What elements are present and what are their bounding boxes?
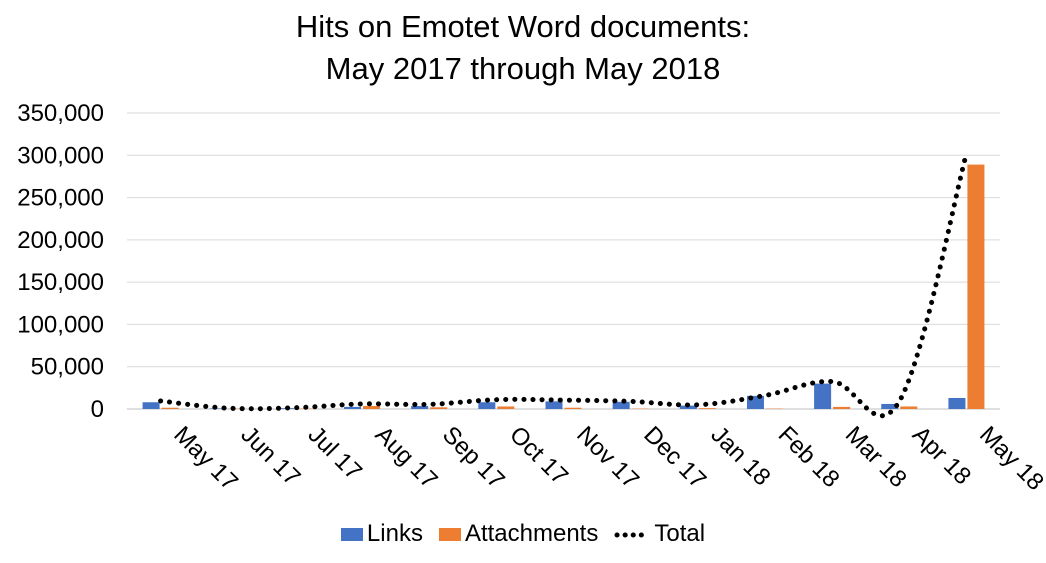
x-tick-label: Mar 18 [840, 421, 912, 493]
y-tick-label: 300,000 [17, 142, 104, 169]
x-tick-label: Sep 17 [437, 421, 510, 494]
legend-item-total: Total [614, 520, 705, 548]
x-tick-label: Aug 17 [370, 421, 443, 494]
x-tick-label: Feb 18 [773, 421, 845, 493]
x-tick-label: Apr 18 [907, 421, 976, 490]
bar-attachments [900, 406, 918, 409]
legend-label-total: Total [654, 520, 706, 547]
legend-swatch-total [614, 532, 649, 537]
bar-attachments [430, 407, 448, 409]
bar-attachments [698, 408, 716, 409]
bar-links [344, 406, 362, 409]
y-tick-label: 100,000 [17, 311, 104, 338]
legend-item-attachments: Attachments [438, 520, 599, 548]
legend-label-links: Links [366, 520, 423, 547]
series-line-total [158, 151, 969, 419]
bar-attachments [967, 164, 985, 409]
legend-item-links: Links [340, 520, 423, 548]
legend-label-attachments: Attachments [464, 520, 599, 547]
bar-links [209, 408, 227, 409]
y-tick-label: 350,000 [17, 100, 104, 127]
bar-links [142, 402, 160, 409]
x-tick-label: Jul 17 [303, 421, 367, 485]
y-tick-label: 50,000 [31, 354, 104, 381]
x-tick-label: Jan 18 [706, 421, 776, 491]
x-tick-label: Nov 17 [571, 421, 644, 494]
chart-title-line-1: Hits on Emotet Word documents: [295, 9, 751, 44]
bar-links [478, 402, 496, 409]
bar-links [814, 383, 832, 409]
bar-links [411, 406, 429, 409]
bar-attachments [564, 407, 582, 409]
bar-attachments [497, 406, 515, 409]
chart-title-line-2: May 2017 through May 2018 [325, 51, 721, 86]
bar-attachments [363, 406, 381, 409]
x-tick-label: May 18 [974, 421, 1046, 496]
bar-links [881, 403, 899, 409]
y-tick-label: 0 [91, 396, 104, 423]
x-tick-label: Oct 17 [504, 421, 573, 490]
y-tick-label: 200,000 [17, 227, 104, 254]
chart-legend: Links Attachments Total [0, 520, 1046, 548]
bar-links [612, 401, 630, 409]
x-tick-label: Jun 17 [235, 421, 305, 491]
y-tick-label: 150,000 [17, 269, 104, 296]
bar-attachments [833, 406, 851, 409]
x-tick-label: May 17 [168, 421, 243, 496]
y-tick-label: 250,000 [17, 185, 104, 212]
bar-links [948, 398, 966, 409]
bar-links [545, 401, 563, 409]
x-tick-label: Dec 17 [638, 421, 711, 494]
legend-swatch-links [340, 527, 363, 541]
legend-swatch-attachments [438, 527, 461, 541]
bar-attachments [161, 407, 179, 409]
